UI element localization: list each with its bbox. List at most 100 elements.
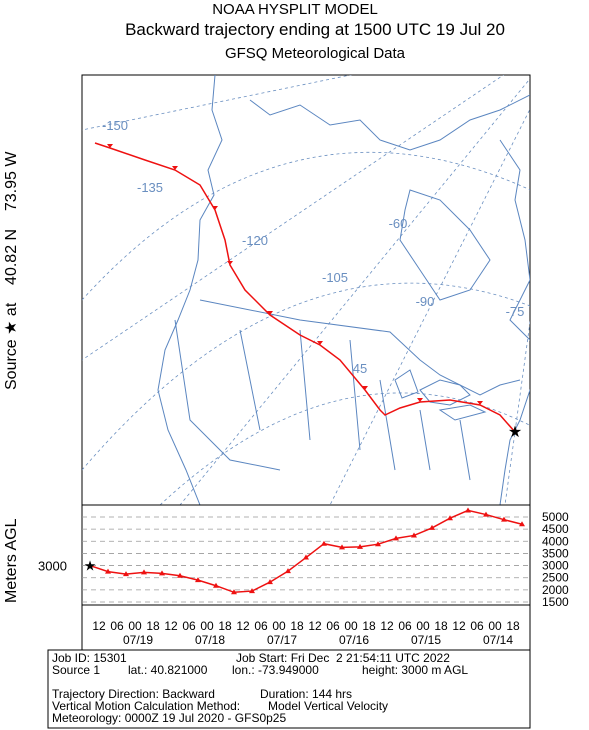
height-marker xyxy=(123,571,129,577)
height-marker xyxy=(447,515,453,521)
height-marker xyxy=(213,582,219,588)
y-tick-label: 3000 xyxy=(542,559,569,573)
time-label: 06 xyxy=(470,619,484,633)
footer: height: 3000 m AGL xyxy=(362,663,468,677)
map-frame xyxy=(81,74,531,506)
date-label: 07/14 xyxy=(483,633,513,647)
footer: Model Vertical Velocity xyxy=(268,699,388,713)
start-label: 3000 xyxy=(38,559,67,574)
time-label: 12 xyxy=(308,619,322,633)
time-label: 06 xyxy=(398,619,412,633)
height-marker xyxy=(519,521,525,527)
date-label: 07/18 xyxy=(195,633,225,647)
footer: lon.: -73.949000 xyxy=(232,663,319,677)
time-label: 00 xyxy=(488,619,502,633)
y-tick-label: 4500 xyxy=(542,522,569,536)
footer-frame xyxy=(47,649,531,729)
time-label: 12 xyxy=(164,619,178,633)
source-star: ★ xyxy=(508,424,522,441)
height-marker xyxy=(141,569,147,575)
east-coast xyxy=(499,139,530,505)
trajectory xyxy=(94,142,516,433)
height-marker xyxy=(285,568,291,574)
height-marker xyxy=(249,588,255,594)
footer: Meteorology: 0000Z 19 Jul 2020 - GFS0p25 xyxy=(52,711,286,725)
height-marker xyxy=(177,572,183,578)
side-label: Source ★ at 40.82 N 73.95 W xyxy=(3,151,20,390)
time-label: 12 xyxy=(380,619,394,633)
height-marker xyxy=(105,568,111,574)
y-tick-label: 4000 xyxy=(542,534,569,548)
height-marker xyxy=(357,543,363,549)
parallels xyxy=(82,152,530,505)
lon-label: 45 xyxy=(353,361,367,376)
hudson-bay xyxy=(399,189,491,301)
great-lakes xyxy=(394,369,487,421)
map: ★ xyxy=(81,74,531,506)
footer: lat.: 40.821000 xyxy=(128,663,208,677)
date-label: 07/17 xyxy=(267,633,297,647)
height-line xyxy=(89,509,523,594)
start-star: ★ xyxy=(84,558,97,574)
lon-label: -90 xyxy=(416,294,435,309)
height-marker xyxy=(429,524,435,530)
lon-label: -120 xyxy=(242,233,268,248)
height-marker xyxy=(267,579,273,585)
time-label: 18 xyxy=(506,619,520,633)
time-label: 06 xyxy=(110,619,124,633)
height-marker xyxy=(339,544,345,550)
y-tick-label: 2500 xyxy=(542,571,569,585)
footer: Source 1 xyxy=(52,663,100,677)
trajectory-markers xyxy=(107,144,483,405)
time-label: 06 xyxy=(326,619,340,633)
height-marker xyxy=(303,554,309,560)
time-label: 18 xyxy=(290,619,304,633)
time-label: 00 xyxy=(416,619,430,633)
height-marker xyxy=(159,570,165,576)
y-label: Meters AGL xyxy=(3,518,20,603)
height-marker xyxy=(393,535,399,541)
lon-label: -60 xyxy=(389,216,408,231)
time-label: 18 xyxy=(434,619,448,633)
time-label: 00 xyxy=(344,619,358,633)
lon-label: -150 xyxy=(102,118,128,133)
time-label: 18 xyxy=(146,619,160,633)
meridians xyxy=(82,75,530,505)
time-label: 12 xyxy=(92,619,106,633)
footer: Job Start: Fri Dec 2 21:54:11 UTC 2022 xyxy=(236,651,450,665)
date-label: 07/15 xyxy=(411,633,441,647)
height-marker xyxy=(411,532,417,538)
lon-label: -135 xyxy=(137,180,163,195)
y-tick-label: 3500 xyxy=(542,546,569,560)
lon-label: -75 xyxy=(506,304,525,319)
footer: Vertical Motion Calculation Method: xyxy=(52,699,240,713)
height-marker xyxy=(501,516,507,522)
date-label: 07/19 xyxy=(123,633,153,647)
west-coast xyxy=(157,75,223,505)
time-label: 18 xyxy=(218,619,232,633)
height-marker xyxy=(483,511,489,517)
time-label: 18 xyxy=(362,619,376,633)
state-lines xyxy=(174,299,521,481)
time-label: 06 xyxy=(182,619,196,633)
y-tick-label: 5000 xyxy=(542,510,569,524)
footer: Job ID: 15301 xyxy=(52,651,127,665)
height-marker xyxy=(231,589,237,595)
height-marker xyxy=(465,507,471,513)
height-marker xyxy=(321,540,327,546)
height-marker xyxy=(195,577,201,583)
footer: Trajectory Direction: Backward xyxy=(52,687,215,701)
meteo: GFSQ Meteorological Data xyxy=(225,45,406,62)
time-label: 12 xyxy=(452,619,466,633)
height-marker xyxy=(375,541,381,547)
y-tick-label: 1500 xyxy=(542,595,569,609)
y-tick-label: 2000 xyxy=(542,583,569,597)
date-label: 07/16 xyxy=(339,633,369,647)
time-label: 12 xyxy=(236,619,250,633)
footer: Duration: 144 hrs xyxy=(260,687,352,701)
arctic-coast xyxy=(249,94,530,151)
time-label: 00 xyxy=(128,619,142,633)
subtitle: Backward trajectory ending at 1500 UTC 1… xyxy=(125,20,505,39)
time-label: 06 xyxy=(254,619,268,633)
